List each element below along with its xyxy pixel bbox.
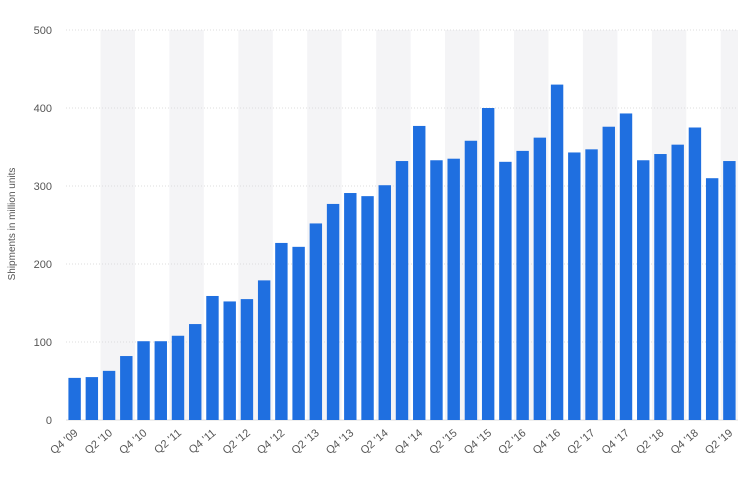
y-tick-label: 100 (34, 337, 52, 349)
bar-q2-14 (378, 185, 391, 420)
x-tick-label: Q4 '10 (117, 427, 149, 457)
bar-q2-17 (585, 149, 598, 420)
bar-q3-16 (533, 137, 547, 420)
x-tick-label: Q2 '17 (565, 427, 597, 457)
y-tick-label: 0 (46, 415, 52, 427)
background-band (100, 30, 135, 420)
bar-q2-12 (240, 299, 254, 420)
bar-q4-11 (206, 295, 219, 420)
x-tick-label: Q2 '16 (496, 427, 528, 457)
bar-q2-16 (516, 150, 529, 420)
bar-q3-18 (671, 144, 684, 420)
x-tick-label: Q4 '18 (669, 427, 701, 457)
bar-q2-13 (309, 223, 323, 420)
bar-q1-12 (223, 301, 236, 420)
bar-q1-11 (154, 341, 167, 420)
x-tick-label: Q4 '11 (187, 427, 219, 456)
bar-q2-11 (171, 335, 185, 420)
bar-q1-19 (705, 178, 719, 420)
bar-q4-17 (619, 113, 633, 421)
bar-q3-17 (602, 126, 615, 420)
x-tick-label: Q4 '13 (324, 427, 356, 457)
bar-q4-10 (137, 341, 150, 420)
bar-q4-18 (688, 127, 702, 420)
bar-q2-18 (654, 154, 667, 420)
y-tick-label: 300 (34, 181, 52, 193)
y-axis-ticks: 0 100 200 300 400 500 (34, 25, 52, 427)
bar-q1-18 (637, 160, 650, 420)
x-tick-label: Q2 '18 (634, 427, 666, 457)
x-tick-label: Q4 '09 (48, 427, 80, 457)
x-tick-label: Q2 '12 (221, 427, 253, 457)
bar-q1-10 (85, 377, 99, 420)
bar-q3-12 (257, 280, 271, 420)
x-tick-label: Q2 '10 (83, 427, 115, 457)
bar-q3-15 (464, 140, 478, 420)
x-tick-label: Q4 '15 (462, 427, 494, 457)
bar-q1-13 (292, 246, 305, 420)
y-axis-title: Shipments in million units (7, 168, 18, 281)
bars (68, 84, 736, 421)
bar-q1-14 (361, 196, 374, 420)
bar-q4-09 (68, 377, 81, 420)
x-axis-ticks: Q4 '09 Q2 '10 Q4 '10 Q2 '11 Q4 '11 Q2 '12 Q4 '… (48, 427, 735, 457)
bar-q4-13 (344, 193, 357, 420)
x-tick-label: Q4 '12 (255, 427, 287, 457)
y-tick-label: 500 (34, 25, 52, 37)
bar-q2-15 (447, 158, 460, 420)
x-tick-label: Q2 '11 (152, 427, 184, 456)
bar-q4-16 (550, 84, 564, 420)
bar-q4-12 (275, 242, 288, 420)
bar-q3-10 (120, 356, 133, 420)
bar-q1-17 (568, 152, 581, 420)
x-tick-label: Q4 '16 (531, 427, 563, 457)
x-tick-label: Q4 '14 (393, 427, 425, 457)
bar-q3-11 (189, 324, 202, 420)
x-tick-label: Q2 '14 (358, 427, 390, 457)
bar-q2-19 (723, 161, 736, 421)
bar-q3-14 (395, 161, 409, 421)
bar-q3-13 (326, 203, 340, 420)
bar-q2-10 (102, 370, 116, 420)
x-tick-label: Q2 '19 (703, 427, 735, 457)
y-tick-label: 400 (34, 103, 52, 115)
x-tick-label: Q2 '13 (289, 427, 321, 457)
y-tick-label: 200 (34, 259, 52, 271)
bar-q4-15 (481, 108, 495, 420)
bar-q1-15 (430, 160, 443, 420)
bar-q1-16 (499, 161, 512, 420)
x-tick-label: Q4 '17 (600, 427, 632, 457)
x-tick-label: Q2 '15 (427, 427, 459, 457)
bar-q4-14 (413, 125, 426, 420)
